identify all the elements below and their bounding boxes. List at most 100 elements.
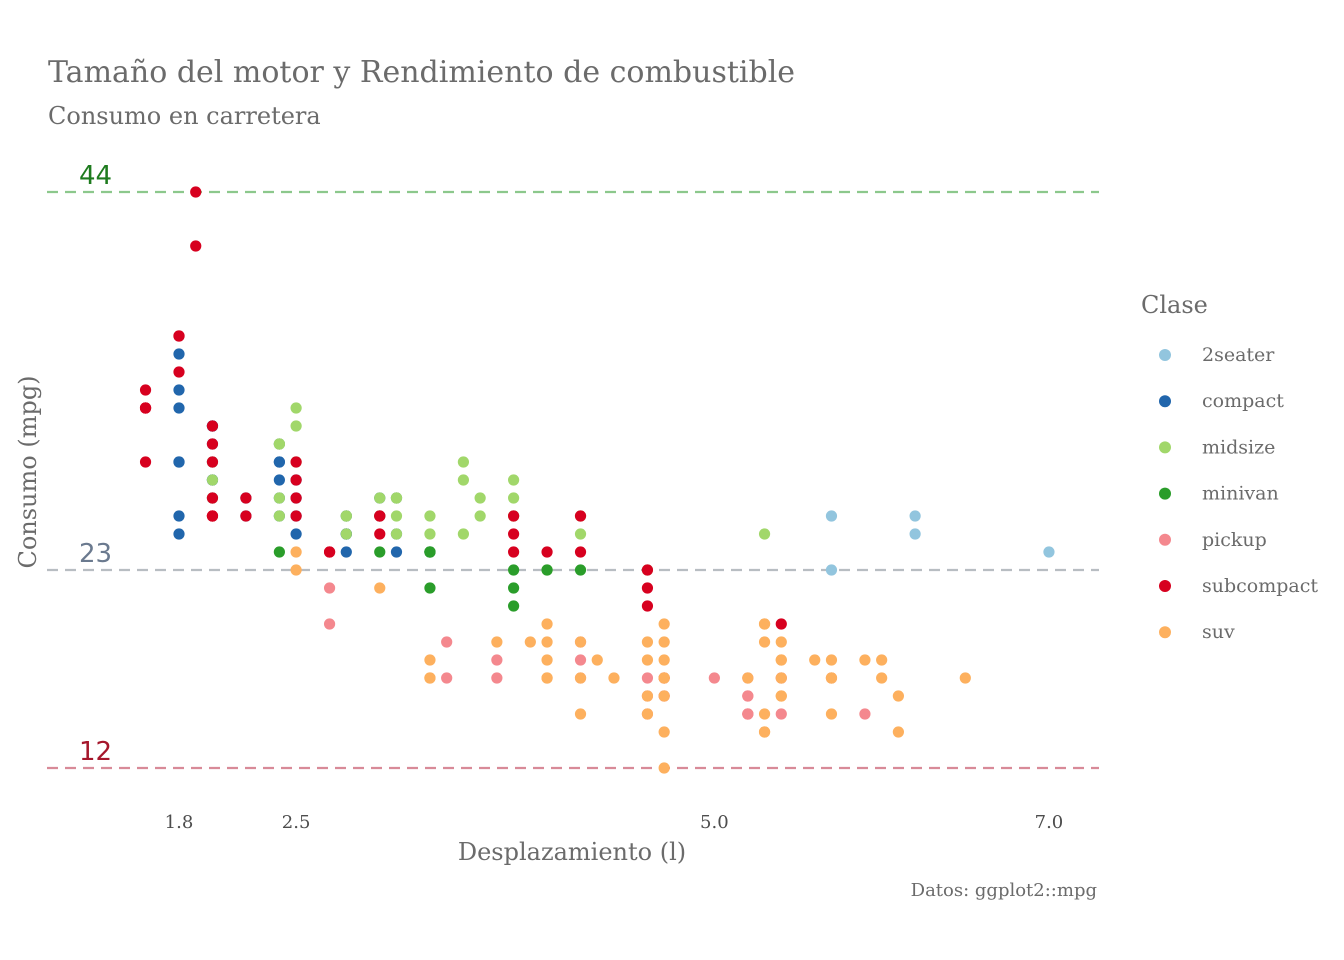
point-subcompact [290, 474, 302, 486]
point-suv [758, 618, 771, 630]
point-midsize [424, 510, 436, 522]
point-subcompact [574, 546, 587, 558]
x-tick-label: 7.0 [1035, 812, 1064, 833]
point-suv [591, 654, 603, 666]
point-suv [859, 654, 871, 666]
point-midsize [290, 420, 302, 432]
point-compact [173, 528, 185, 540]
point-pickup [323, 618, 336, 630]
point-midsize [457, 456, 470, 468]
point-subcompact [173, 330, 185, 342]
point-midsize [290, 402, 302, 414]
point-midsize [374, 492, 386, 504]
point-suv [658, 672, 670, 684]
legend-label-subcompact: subcompact [1202, 575, 1318, 597]
point-subcompact [775, 618, 787, 630]
point-midsize [390, 492, 403, 504]
point-minivan [424, 546, 436, 558]
point-suv [658, 726, 670, 738]
x-axis-ticks: 1.8 2.5 5.0 7.0 [165, 812, 1064, 833]
point-minivan [541, 564, 553, 576]
point-subcompact [507, 510, 520, 522]
legend-label-compact: compact [1202, 390, 1284, 412]
point-suv [758, 726, 771, 738]
point-pickup [641, 672, 654, 684]
point-suv [658, 618, 670, 630]
point-suv [541, 654, 553, 666]
point-suv [641, 708, 654, 720]
point-subcompact [206, 456, 219, 468]
point-suv [658, 654, 670, 666]
point-minivan [374, 546, 386, 558]
point-subcompact [139, 402, 152, 414]
point-suv [742, 672, 754, 684]
point-pickup [742, 690, 754, 702]
x-axis-title: Desplazamiento (l) [458, 838, 686, 866]
point-midsize [457, 528, 470, 540]
point-suv [775, 636, 787, 648]
point-subcompact [190, 240, 202, 252]
point-suv [825, 708, 838, 720]
point-compact [173, 384, 185, 396]
point-subcompact [541, 546, 553, 558]
point-subcompact [240, 492, 252, 504]
point-subcompact [290, 456, 302, 468]
point-midsize [390, 528, 403, 540]
legend-title: Clase [1141, 291, 1208, 319]
legend-label-pickup: pickup [1202, 529, 1267, 551]
point-suv [658, 762, 670, 774]
point-suv [641, 654, 654, 666]
point-pickup [574, 654, 587, 666]
point-suv [574, 672, 587, 684]
point-midsize [457, 474, 470, 486]
chart-title: Tamaño del motor y Rendimiento de combus… [48, 55, 795, 90]
point-subcompact [206, 510, 219, 522]
point-subcompact [173, 366, 185, 378]
point-subcompact [139, 384, 152, 396]
x-tick-label: 1.8 [165, 812, 194, 833]
point-suv [775, 672, 787, 684]
caption: Datos: ggplot2::mpg [911, 880, 1097, 901]
point-2seater [825, 510, 838, 522]
point-suv [658, 690, 670, 702]
point-subcompact [507, 528, 520, 540]
point-minivan [574, 564, 587, 576]
point-midsize [758, 528, 771, 540]
point-subcompact [206, 492, 219, 504]
point-midsize [390, 510, 403, 522]
point-pickup [859, 708, 871, 720]
point-suv [876, 672, 888, 684]
point-compact [273, 474, 285, 486]
point-suv [541, 636, 553, 648]
point-suv [541, 672, 553, 684]
point-midsize [507, 492, 520, 504]
point-compact [290, 528, 302, 540]
point-suv [290, 564, 302, 576]
point-subcompact [206, 420, 219, 432]
x-tick-label: 5.0 [700, 812, 729, 833]
legend-key-pickup [1159, 533, 1171, 546]
point-suv [574, 708, 587, 720]
legend-label-minivan: minivan [1202, 483, 1279, 505]
legend-label-2seater: 2seater [1202, 344, 1275, 366]
y-axis-title: Consumo (mpg) [14, 375, 42, 568]
point-subcompact [290, 510, 302, 522]
point-midsize [273, 510, 285, 522]
point-suv [608, 672, 620, 684]
point-midsize [206, 474, 219, 486]
legend: Clase 2seater compact midsize minivan pickup… [1141, 291, 1318, 643]
point-suv [809, 654, 821, 666]
legend-key-2seater [1159, 349, 1171, 361]
point-subcompact [206, 438, 219, 450]
point-subcompact [641, 582, 654, 594]
point-pickup [441, 672, 453, 684]
point-compact [173, 348, 185, 360]
point-pickup [708, 672, 720, 684]
point-pickup [775, 708, 787, 720]
point-subcompact [323, 546, 336, 558]
legend-key-compact [1159, 395, 1171, 408]
point-suv [290, 546, 302, 558]
point-midsize [424, 528, 436, 540]
point-subcompact [574, 510, 587, 522]
